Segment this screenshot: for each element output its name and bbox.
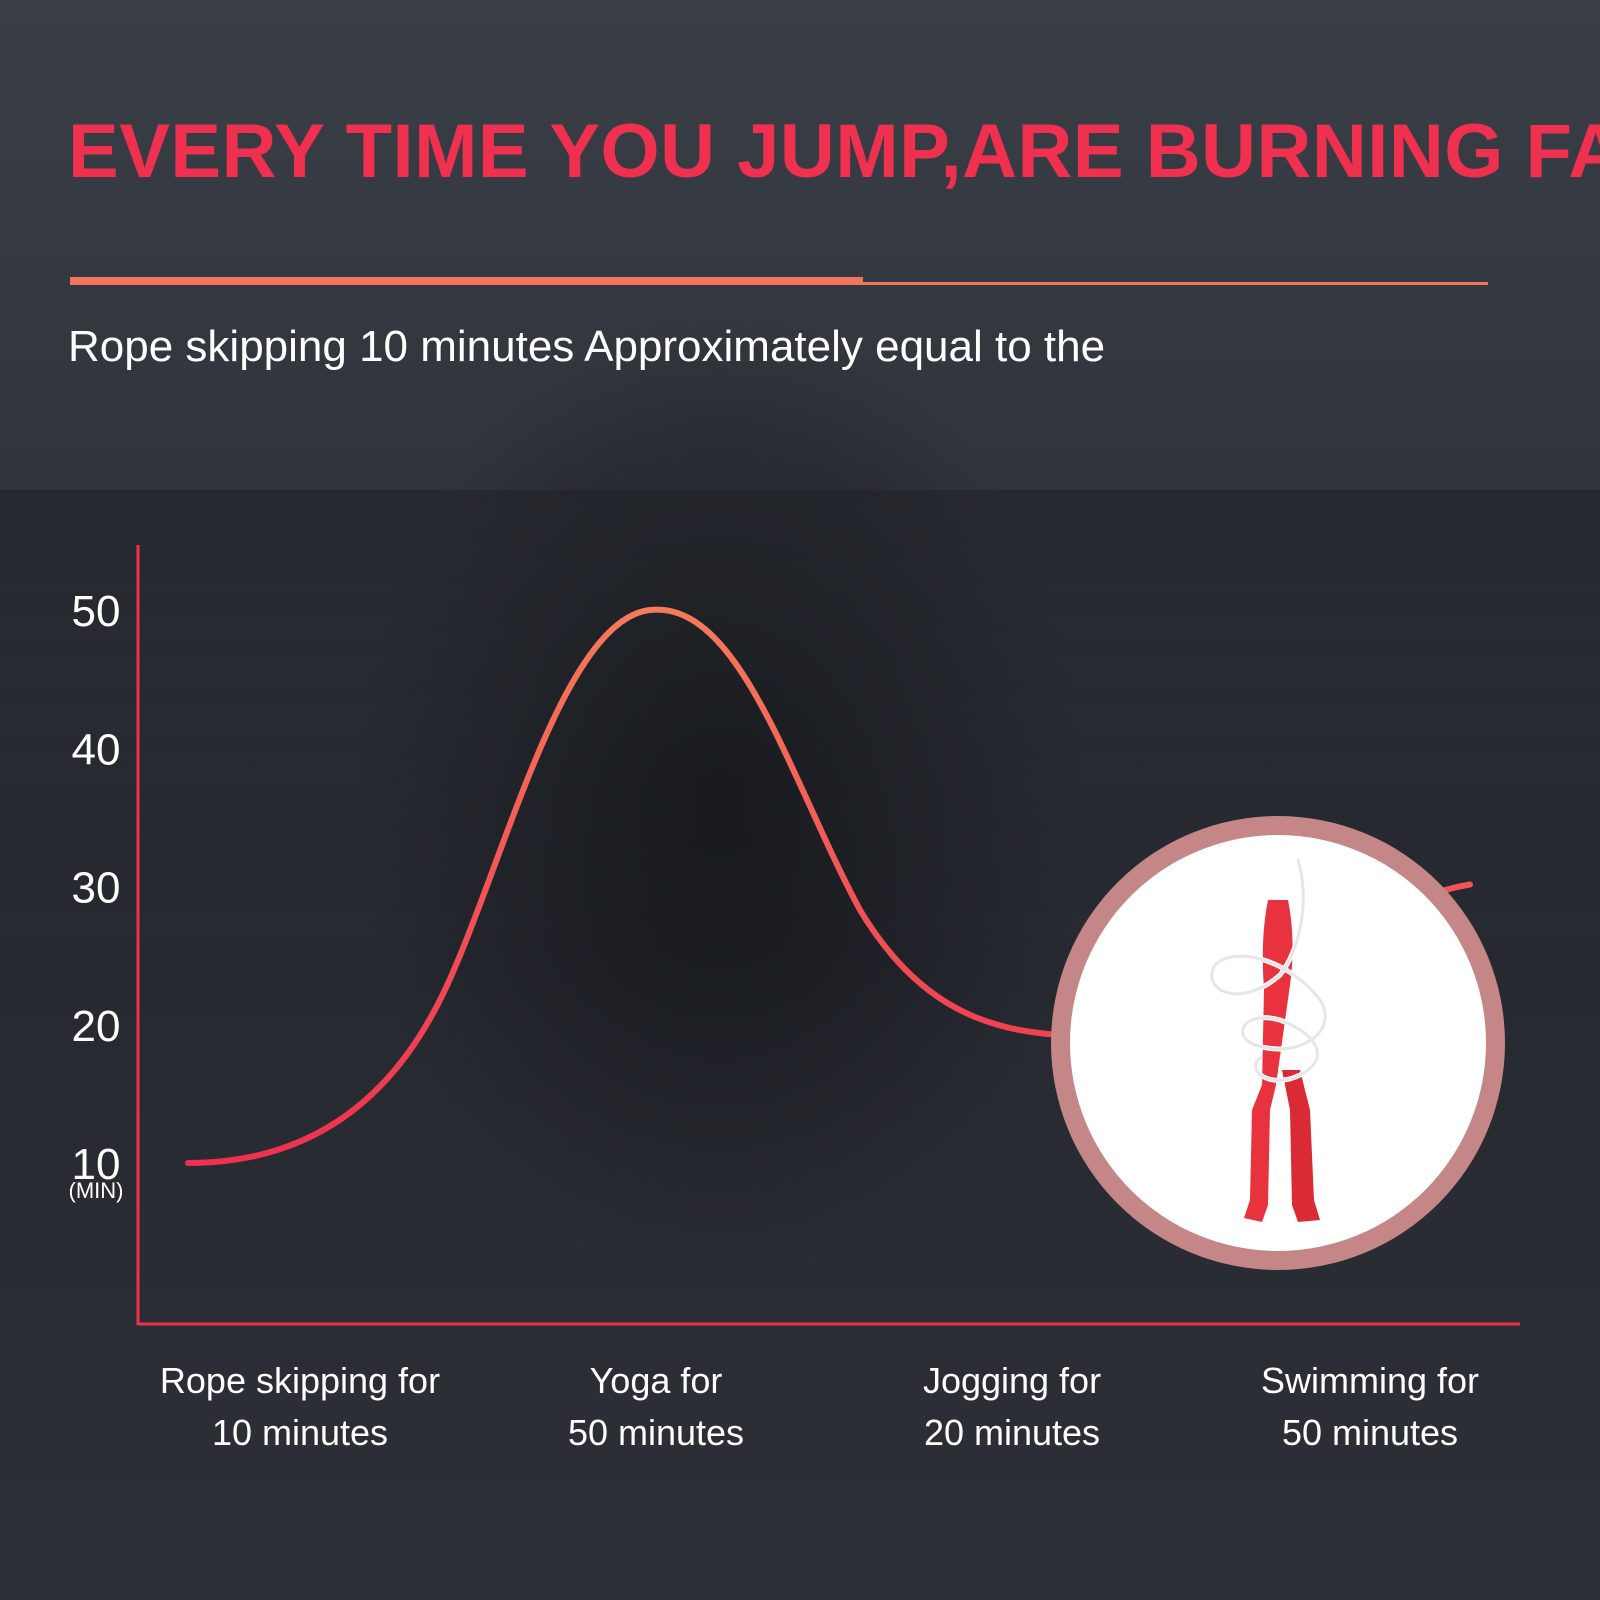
x-category-label: 50 minutes	[1282, 1412, 1458, 1453]
jump-rope-icon	[1209, 857, 1328, 1222]
y-tick-label: 50	[72, 587, 121, 636]
y-unit-label: (MIN)	[69, 1178, 124, 1203]
y-tick-label: 40	[72, 725, 121, 774]
y-tick-label: 20	[72, 1002, 121, 1051]
x-category-label: 20 minutes	[924, 1412, 1100, 1453]
x-category-label: Yoga for	[590, 1360, 723, 1401]
x-category-label: 50 minutes	[568, 1412, 744, 1453]
jump-rope-product-photo	[1051, 816, 1505, 1270]
y-tick-label: 10	[72, 1140, 121, 1189]
y-tick-label: 30	[72, 864, 121, 913]
x-category-label: Rope skipping for	[160, 1360, 440, 1401]
page-title: EVERY TIME YOU JUMP,ARE BURNING FAT	[68, 109, 1600, 194]
subtitle: Rope skipping 10 minutes Approximately e…	[68, 322, 1106, 371]
x-category-label: Swimming for	[1261, 1360, 1479, 1401]
x-category-label: 10 minutes	[212, 1412, 388, 1453]
divider-accent	[70, 277, 863, 284]
x-category-label: Jogging for	[923, 1360, 1101, 1401]
